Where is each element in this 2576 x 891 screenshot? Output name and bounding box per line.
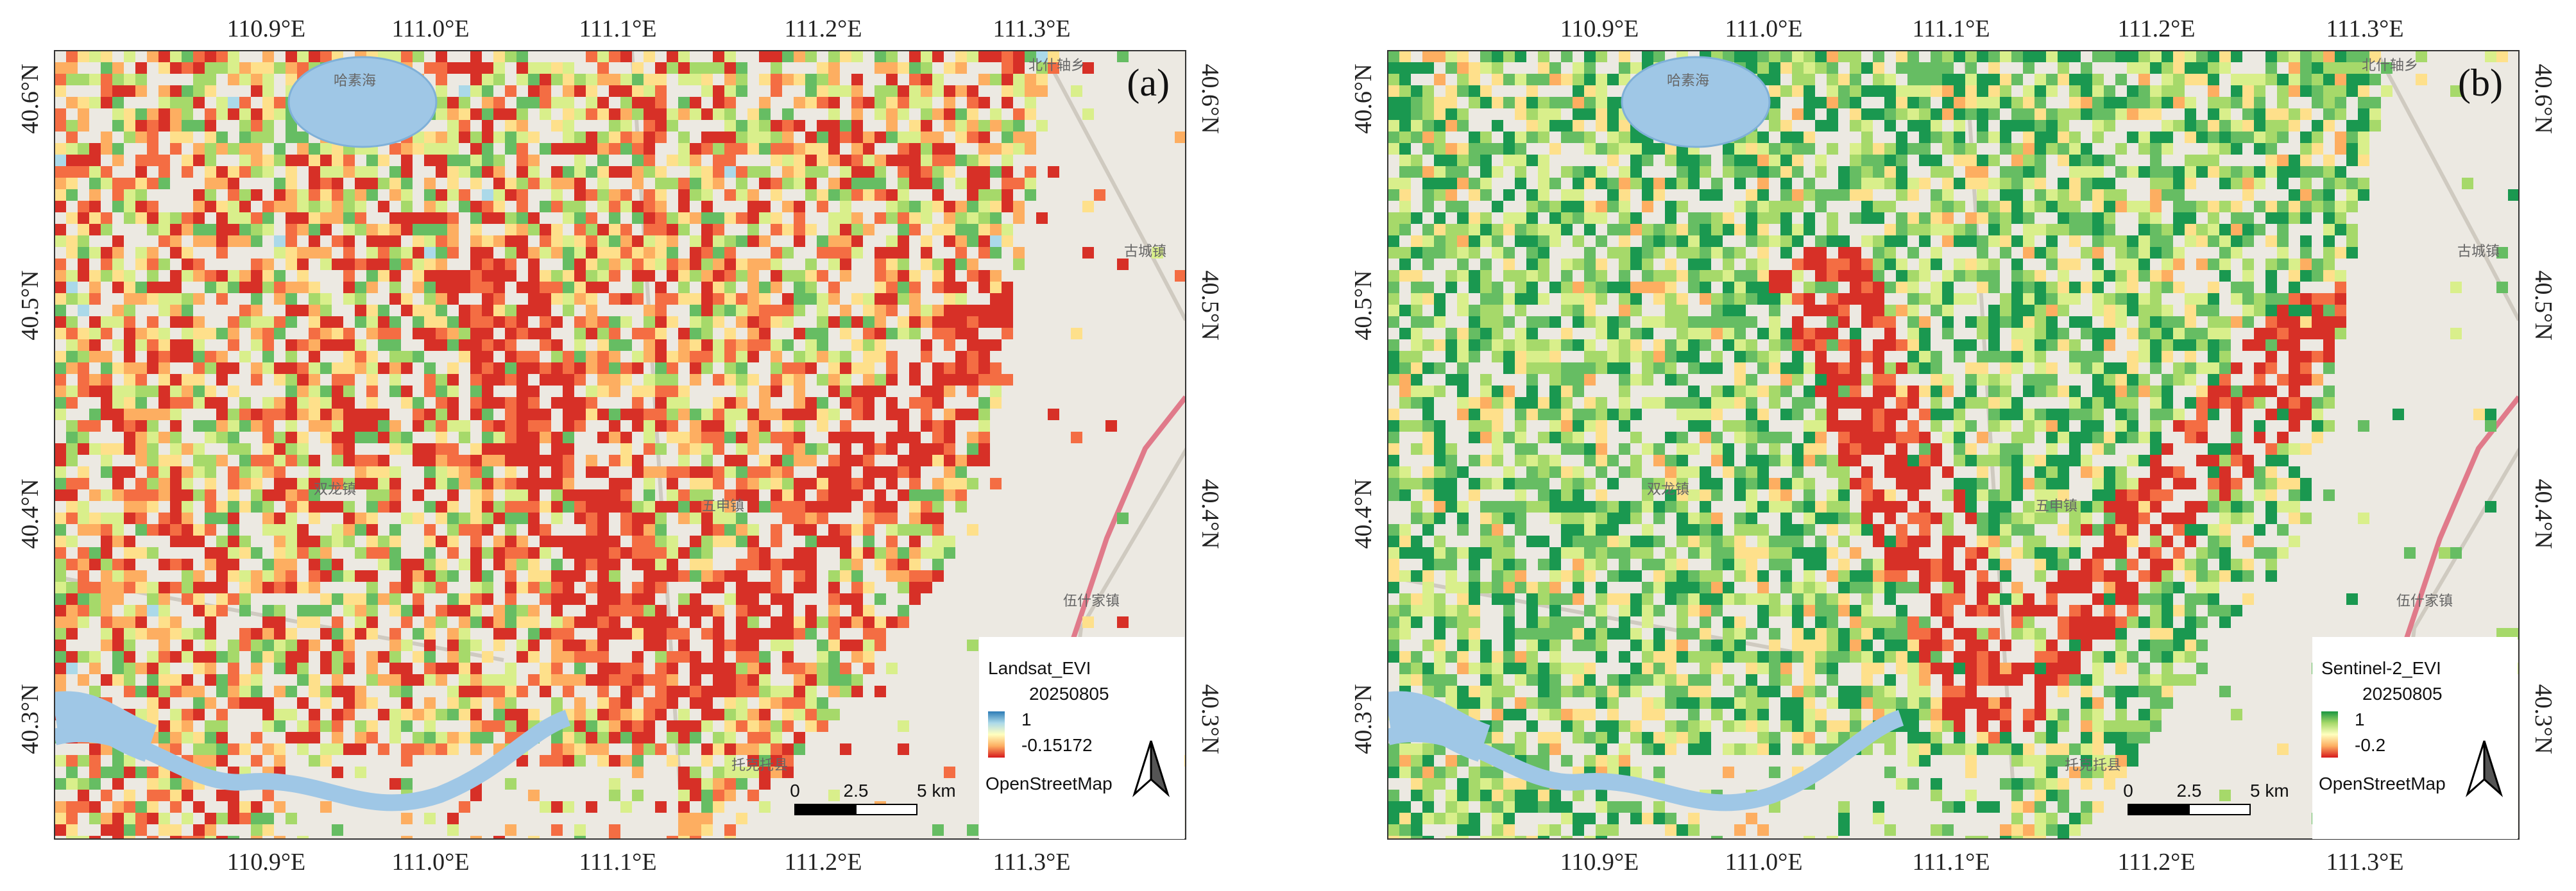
- y-axis-label: 40.6°N: [1350, 64, 1377, 133]
- place-name: 古城镇: [2457, 244, 2500, 260]
- place-name: 北什轴乡: [2362, 58, 2418, 74]
- x-axis-label: 111.3°E: [2326, 849, 2403, 876]
- legend-box: [2312, 637, 2518, 839]
- north-arrow-right: [2483, 740, 2503, 797]
- y-axis-label: 40.5°N: [1350, 270, 1377, 340]
- x-axis-label: 111.0°E: [1725, 15, 1802, 42]
- scale-bar-black: [794, 804, 857, 815]
- place-name: 托克托县: [731, 758, 788, 774]
- place-name: 哈素海: [1667, 73, 1709, 89]
- x-axis-label: 111.3°E: [993, 849, 1070, 876]
- legend-min: -0.15172: [1021, 735, 1093, 755]
- place-name: 伍什家镇: [1063, 593, 1120, 609]
- x-axis-label: 111.2°E: [784, 15, 862, 42]
- y-axis-label: 40.6°N: [17, 64, 44, 133]
- scale-bar-black: [2128, 804, 2190, 815]
- x-axis-label: 111.2°E: [784, 849, 862, 876]
- place-name: 古城镇: [1124, 244, 1166, 260]
- map-frame: [54, 50, 1186, 840]
- x-axis-label: 111.0°E: [391, 15, 469, 42]
- x-axis-label: 111.3°E: [2326, 15, 2403, 42]
- y-axis-label: 40.3°N: [17, 684, 44, 754]
- x-axis-label: 110.9°E: [1560, 15, 1639, 42]
- x-axis-label: 110.9°E: [1560, 849, 1639, 876]
- x-axis-label: 110.9°E: [227, 849, 306, 876]
- legend-box: [979, 637, 1184, 839]
- place-name: 托克托县: [2065, 758, 2121, 774]
- map-frame: [1387, 50, 2520, 840]
- legend: Sentinel-2_EVI 20250805 1 -0.2 OpenStreetMap: [2312, 637, 2518, 839]
- place-name: 双龙镇: [1647, 482, 1689, 498]
- road: [55, 51, 1186, 839]
- x-axis-label: 111.1°E: [579, 15, 656, 42]
- legend-min: -0.2: [2355, 735, 2385, 755]
- road: [1388, 51, 2519, 839]
- north-arrow-right: [1150, 740, 1170, 797]
- y-axis-label: 40.5°N: [1197, 270, 1224, 340]
- river: [55, 709, 571, 811]
- scale-bar-label: 2.5: [844, 781, 869, 801]
- y-axis-label: 40.6°N: [1197, 64, 1224, 133]
- lake: [287, 56, 438, 148]
- scale-bar-label: 5 km: [917, 781, 956, 801]
- legend-colorbar: [2321, 711, 2338, 758]
- scale-bar-white: [855, 804, 917, 815]
- scale-bar: 0 2.5 5 km: [2123, 781, 2289, 815]
- place-name: 五申镇: [2035, 498, 2077, 514]
- legend: Landsat_EVI 20250805 1 -0.15172 OpenStreetMa…: [979, 637, 1184, 839]
- highway: [2386, 395, 2519, 693]
- legend-colorbar: [988, 711, 1005, 758]
- x-axis-label: 111.1°E: [579, 849, 656, 876]
- x-axis-label: 111.0°E: [1725, 849, 1802, 876]
- y-axis-label: 40.5°N: [2530, 270, 2557, 340]
- x-axis-label: 111.0°E: [391, 849, 469, 876]
- x-axis-label: 111.1°E: [1912, 849, 1990, 876]
- legend-date: 20250805: [2362, 684, 2443, 704]
- panel-label: (a): [1127, 62, 1170, 104]
- legend-date: 20250805: [1029, 684, 1109, 704]
- legend-max: 1: [1021, 709, 1032, 729]
- y-axis-label: 40.6°N: [2530, 64, 2557, 133]
- y-axis-label: 40.4°N: [2530, 479, 2557, 548]
- river: [1388, 709, 1904, 811]
- y-axis-label: 40.3°N: [1350, 684, 1377, 754]
- legend-title: Landsat_EVI: [988, 658, 1091, 678]
- river: [55, 691, 158, 762]
- highway: [1053, 395, 1186, 693]
- scale-bar-label: 0: [790, 781, 800, 801]
- y-axis-label: 40.4°N: [17, 479, 44, 548]
- scale-bar-label: 0: [2123, 781, 2133, 801]
- place-name: 双龙镇: [314, 482, 356, 498]
- place-name: 五申镇: [702, 498, 744, 514]
- river: [1388, 691, 1491, 762]
- scale-bar-label: 5 km: [2250, 781, 2289, 801]
- panel-label: (b): [2458, 62, 2503, 104]
- x-axis-label: 111.3°E: [993, 15, 1070, 42]
- x-axis-label: 110.9°E: [227, 15, 306, 42]
- scale-bar-white: [2188, 804, 2251, 815]
- x-axis-label: 111.2°E: [2117, 15, 2195, 42]
- lake: [1621, 56, 1771, 148]
- legend-title: Sentinel-2_EVI: [2321, 658, 2441, 678]
- place-name: 哈素海: [334, 73, 376, 89]
- scale-bar: 0 2.5 5 km: [790, 781, 956, 815]
- y-axis-label: 40.5°N: [17, 270, 44, 340]
- attribution: OpenStreetMap: [2319, 774, 2446, 793]
- y-axis-label: 40.3°N: [1197, 684, 1224, 754]
- y-axis-label: 40.4°N: [1350, 479, 1377, 548]
- x-axis-label: 111.1°E: [1912, 15, 1990, 42]
- scale-bar-label: 2.5: [2177, 781, 2202, 801]
- legend-max: 1: [2355, 709, 2365, 729]
- x-axis-label: 111.2°E: [2117, 849, 2195, 876]
- y-axis-label: 40.3°N: [2530, 684, 2557, 754]
- y-axis-label: 40.4°N: [1197, 479, 1224, 548]
- place-name: 北什轴乡: [1028, 58, 1085, 74]
- place-name: 伍什家镇: [2396, 593, 2453, 609]
- attribution: OpenStreetMap: [985, 774, 1113, 793]
